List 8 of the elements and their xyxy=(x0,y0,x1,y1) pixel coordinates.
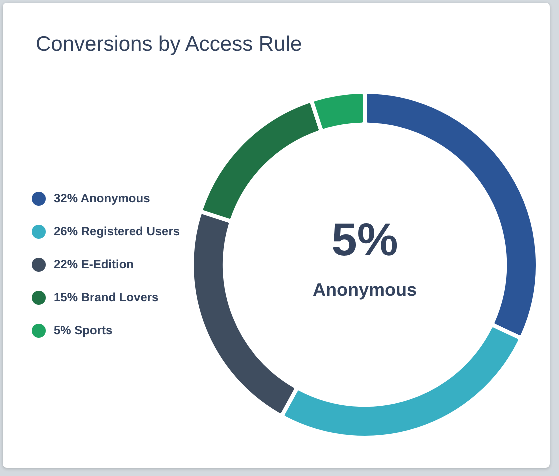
legend-label: 15% Brand Lovers xyxy=(54,290,160,304)
legend-label: 5% Sports xyxy=(54,323,114,338)
text: 5% xyxy=(332,214,398,266)
legend-label: 22% E-Edition xyxy=(54,257,134,272)
legend-label: 26% Registered Users xyxy=(54,224,180,238)
chart-title: Conversions by Access Rule xyxy=(36,33,302,57)
legend-label: 32% Anonymous xyxy=(54,191,151,206)
text: Anonymous xyxy=(313,280,418,300)
